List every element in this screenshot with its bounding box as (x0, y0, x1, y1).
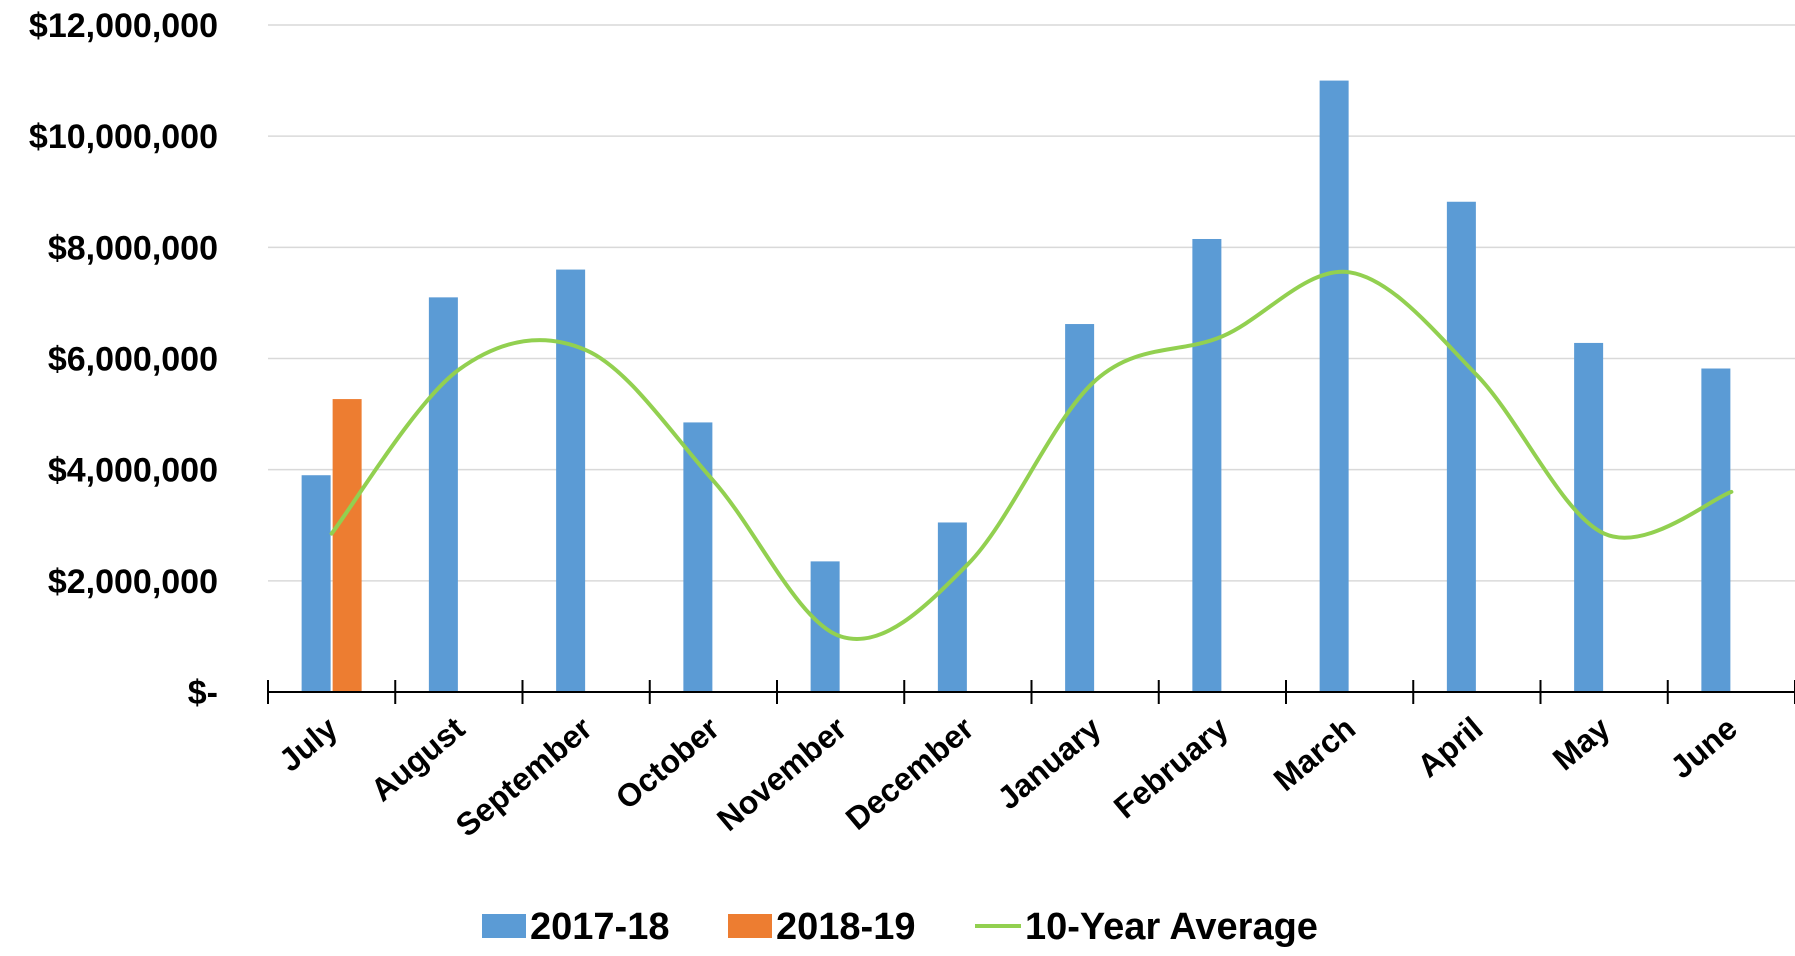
y-tick-label: $6,000,000 (48, 341, 218, 379)
category-label: November (710, 710, 853, 838)
bar-2017-18 (301, 475, 331, 692)
average-line (329, 269, 1734, 641)
category-label: July (272, 710, 344, 779)
y-tick-label: $2,000,000 (48, 563, 218, 601)
bar-2017-18 (1192, 238, 1222, 692)
category-label: June (1664, 710, 1744, 786)
legend-label: 2018-19 (776, 906, 915, 948)
bar-2017-18 (683, 422, 713, 692)
category-label: October (609, 710, 726, 816)
bar-2017-18 (1446, 201, 1476, 692)
category-label: January (990, 710, 1107, 817)
legend: 2017-18 2018-19 10-Year Average (482, 906, 1318, 948)
category-label: September (449, 710, 599, 844)
category-label: March (1267, 710, 1362, 798)
bar-2017-18 (1574, 342, 1604, 692)
x-axis (267, 680, 1795, 704)
bar-2017-18 (1319, 80, 1349, 693)
bar-2017-18 (937, 522, 967, 692)
legend-label: 10-Year Average (1025, 906, 1318, 948)
y-tick-label: $8,000,000 (48, 229, 218, 267)
bar-2017-18 (1065, 324, 1095, 692)
bar-2017-18 (1701, 368, 1731, 692)
y-axis-labels: $- $2,000,000 $4,000,000 $6,000,000 $8,000,0… (29, 7, 218, 712)
y-tick-label: $12,000,000 (29, 7, 218, 45)
category-label: April (1410, 710, 1489, 784)
y-tick-label: $10,000,000 (29, 118, 218, 156)
bar-2017-18 (428, 297, 458, 692)
y-tick-label: $- (188, 674, 218, 712)
y-tick-label: $4,000,000 (48, 452, 218, 490)
category-label: August (364, 710, 472, 809)
legend-swatch (728, 914, 772, 938)
legend-label: 2017-18 (530, 906, 669, 948)
bar-2018-19 (332, 399, 362, 692)
gridlines (268, 24, 1795, 582)
legend-swatch (482, 914, 526, 938)
category-label: May (1546, 710, 1617, 778)
bar-2017-18 (556, 269, 586, 692)
average-line-group (329, 269, 1734, 641)
category-label: February (1107, 710, 1235, 826)
bars (301, 80, 1731, 693)
category-label: December (839, 710, 981, 837)
